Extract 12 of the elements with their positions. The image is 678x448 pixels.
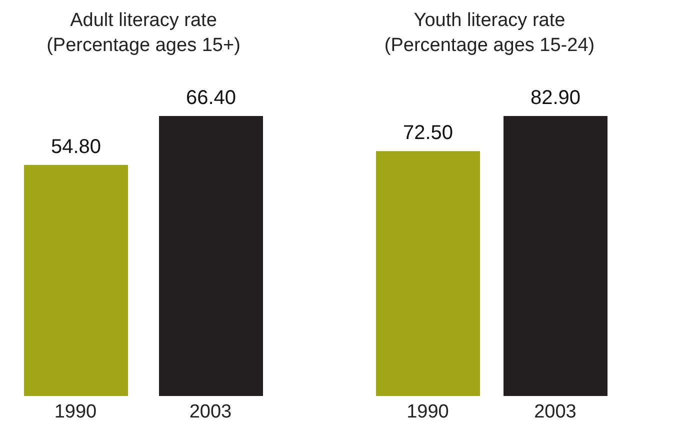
x-tick-label: 1990	[406, 401, 449, 422]
chart-title: Youth literacy rate	[412, 9, 566, 33]
x-tick-label: 2003	[534, 401, 576, 422]
data-label: 66.40	[186, 87, 236, 109]
data-label: 72.50	[402, 122, 454, 144]
data-label: 82.90	[530, 87, 581, 109]
chart-subtitle: (Percentage ages 15-24)	[383, 34, 596, 58]
chart-title: Adult literacy rate	[69, 9, 218, 33]
x-tick-label: 2003	[189, 401, 232, 422]
chart-subtitle: (Percentage ages 15+)	[46, 34, 242, 58]
x-tick-label: 1990	[54, 401, 97, 422]
data-label: 54.80	[50, 136, 102, 158]
